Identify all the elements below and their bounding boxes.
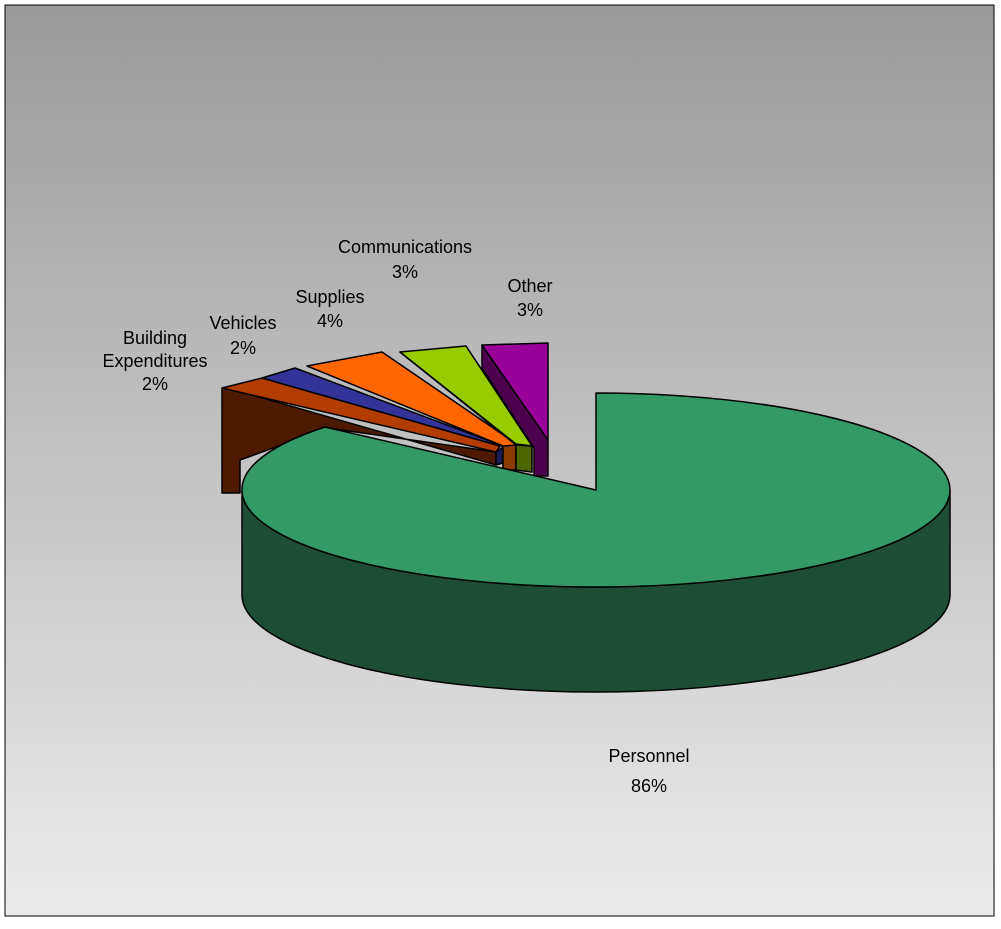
slice-side-supplies [502,443,517,471]
data-label-pct-personnel: 86% [631,776,667,796]
data-label-building-line2: Expenditures [102,351,207,371]
data-label-communications: Communications [338,237,472,257]
data-label-supplies: Supplies [295,287,364,307]
slice-top-other [481,342,549,441]
data-label-pct-supplies: 4% [317,311,343,331]
data-label-building-line1: Building [123,328,187,348]
data-label-other: Other [507,276,552,296]
data-label-pct-vehicles: 2% [230,338,256,358]
slice-top-personnel [241,392,951,588]
data-label-personnel: Personnel [608,746,689,766]
data-label-pct-communications: 3% [392,262,418,282]
data-label-pct-building: 2% [142,374,168,394]
data-label-vehicles: Vehicles [209,313,276,333]
data-label-pct-other: 3% [517,300,543,320]
